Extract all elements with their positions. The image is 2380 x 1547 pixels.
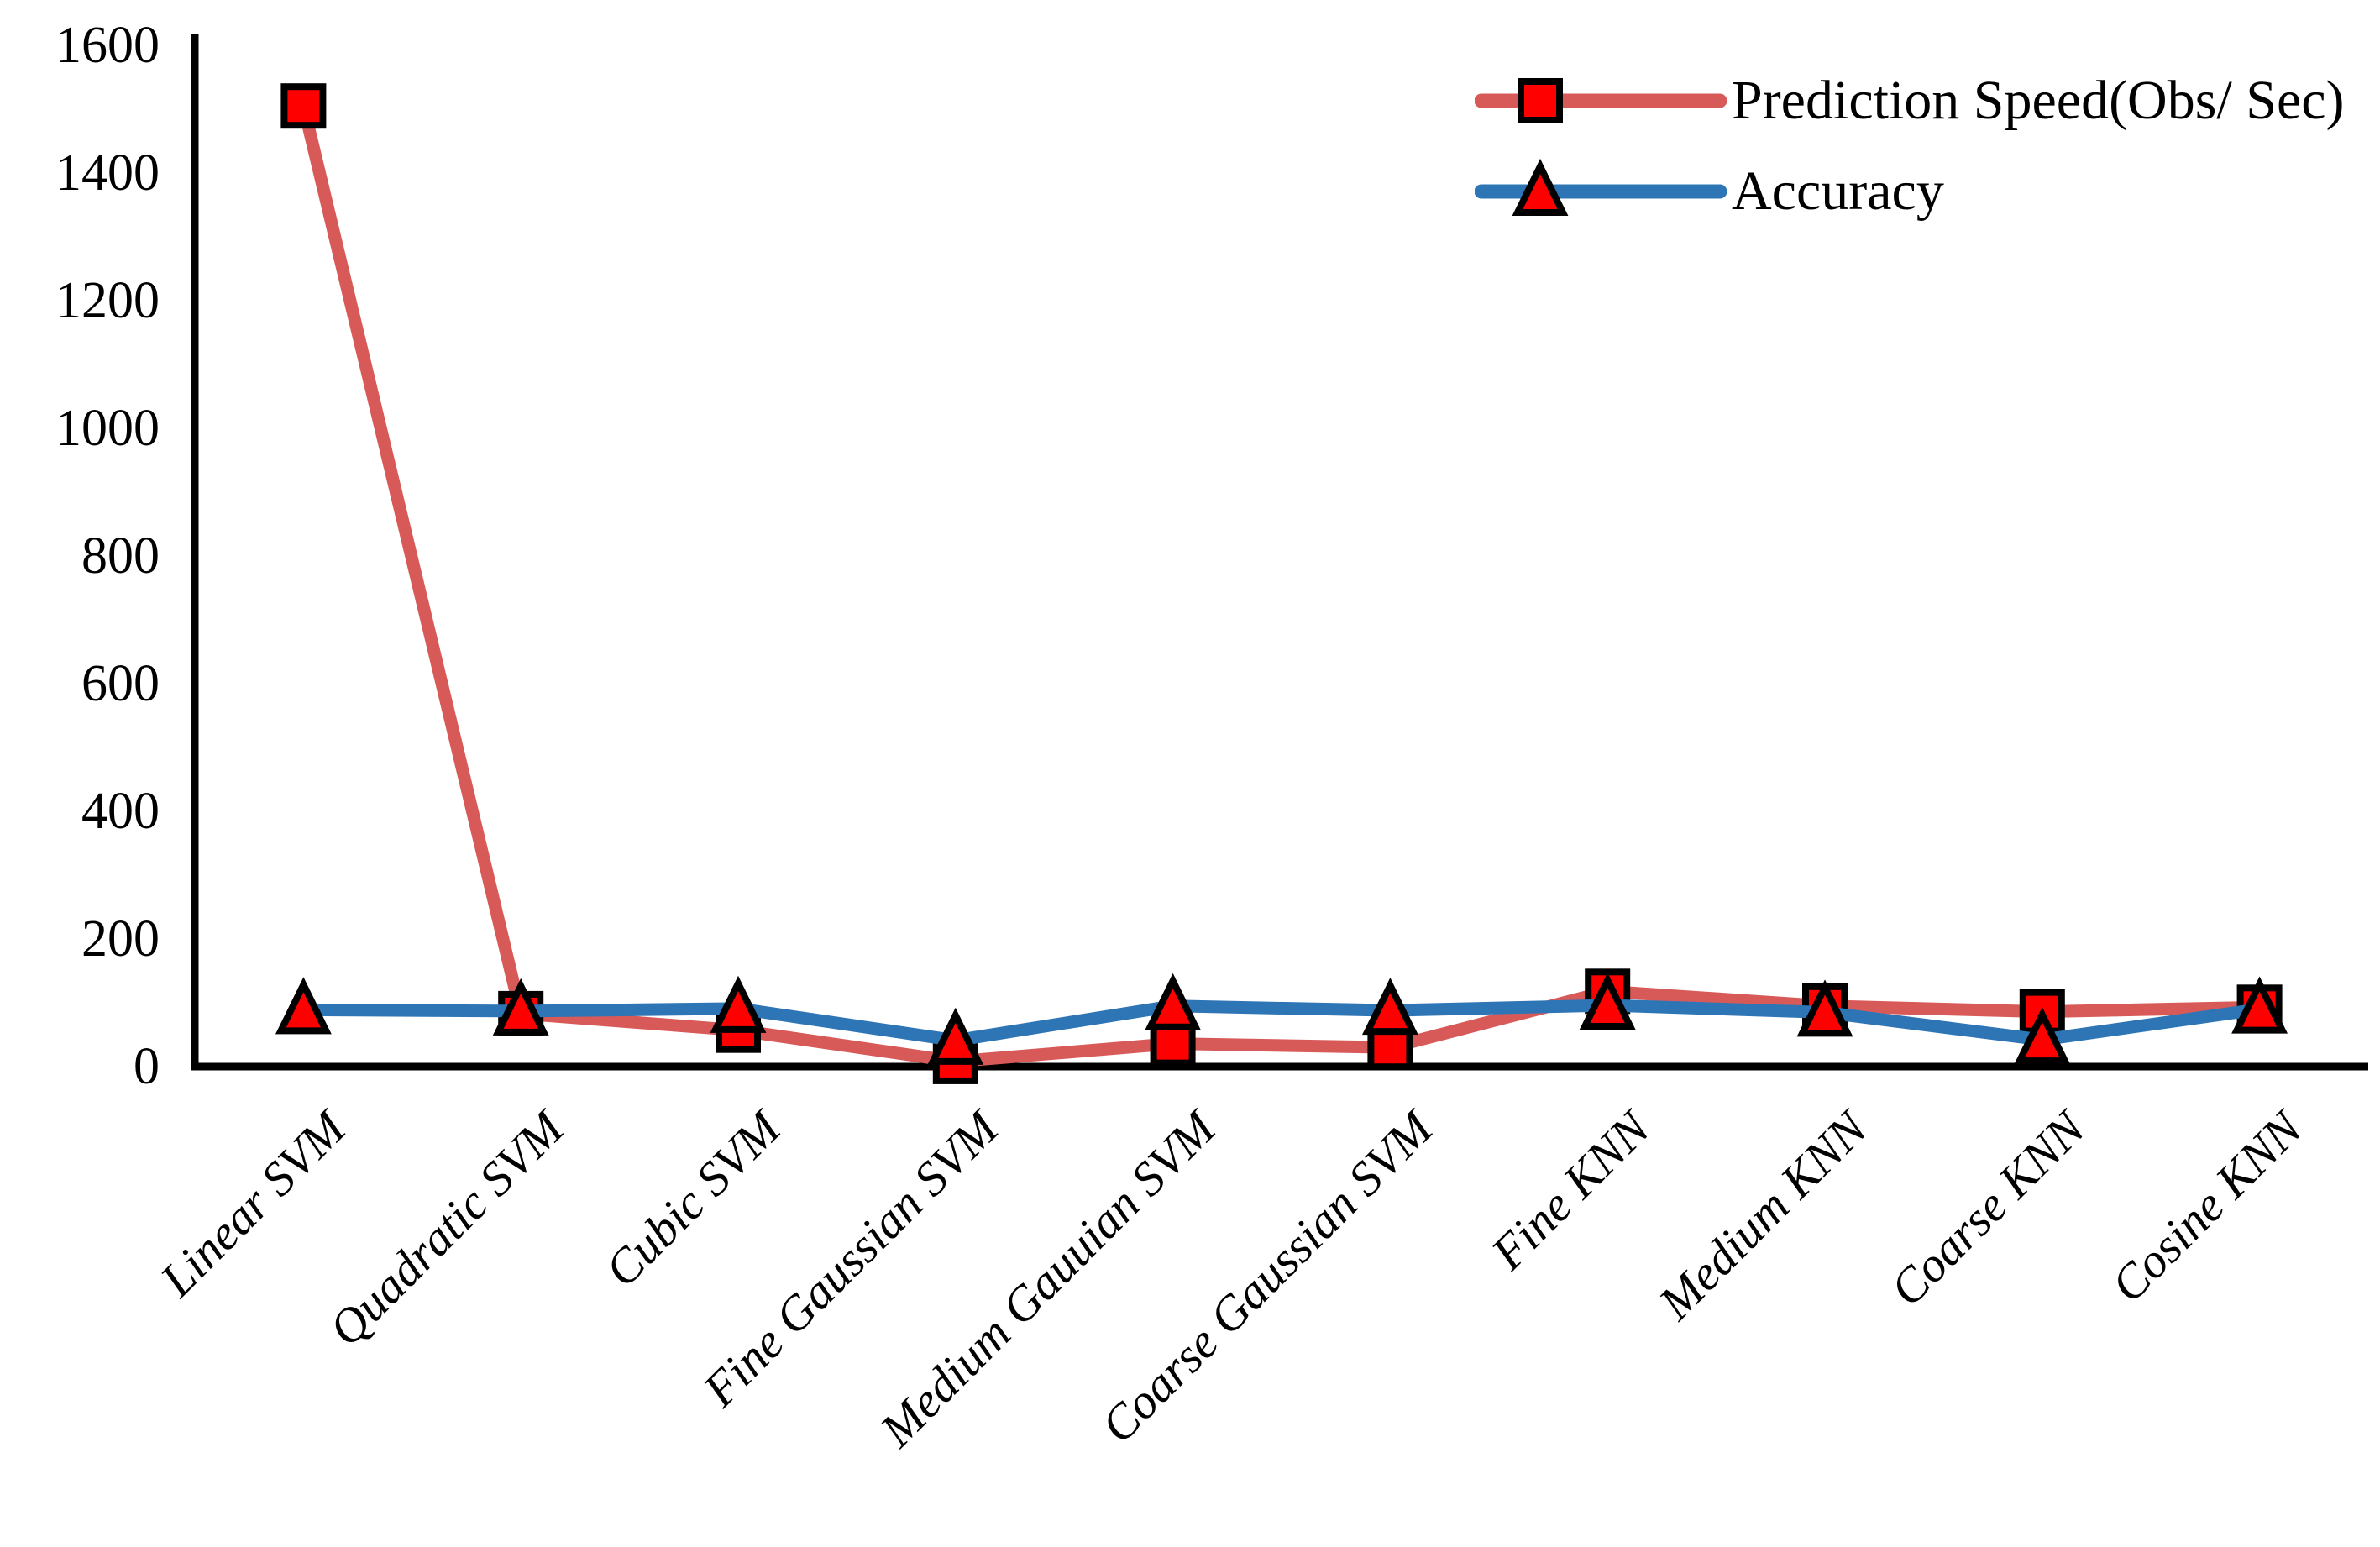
legend: Prediction Speed(Obs/ Sec) Accuracy	[1475, 59, 2345, 233]
prediction-speed-line	[296, 99, 2267, 1068]
y-tick-label: 0	[134, 1038, 160, 1095]
marker-triangle	[2014, 1007, 2071, 1065]
legend-item-accuracy: Accuracy	[1475, 149, 2345, 233]
marker-triangle	[492, 978, 549, 1036]
marker-triangle	[710, 975, 767, 1033]
y-tick-label: 400	[81, 783, 160, 840]
legend-swatch-prediction-speed	[1475, 78, 1727, 123]
marker-triangle	[1361, 978, 1418, 1036]
legend-item-prediction-speed: Prediction Speed(Obs/ Sec)	[1475, 59, 2345, 143]
marker-square	[1518, 78, 1563, 123]
accuracy-line	[296, 999, 2267, 1047]
marker-triangle	[2231, 976, 2288, 1034]
legend-swatch-accuracy	[1475, 158, 1727, 216]
marker-triangle	[1512, 158, 1569, 216]
y-tick-label: 600	[81, 655, 160, 712]
marker-triangle	[927, 1007, 984, 1065]
marker-triangle	[1145, 973, 1202, 1030]
y-tick-label: 800	[81, 527, 160, 585]
y-tick-label: 200	[81, 910, 160, 968]
legend-label-prediction-speed: Prediction Speed(Obs/ Sec)	[1732, 70, 2345, 131]
y-tick-label: 1400	[55, 144, 160, 202]
marker-triangle	[275, 977, 332, 1035]
legend-label-accuracy: Accuracy	[1732, 160, 1944, 222]
y-tick-label: 1000	[55, 400, 160, 457]
y-tick-label: 1600	[55, 17, 160, 74]
marker-square	[280, 83, 327, 129]
marker-triangle	[1579, 972, 1636, 1030]
y-tick-label: 1200	[55, 272, 160, 329]
marker-triangle	[1796, 979, 1853, 1037]
